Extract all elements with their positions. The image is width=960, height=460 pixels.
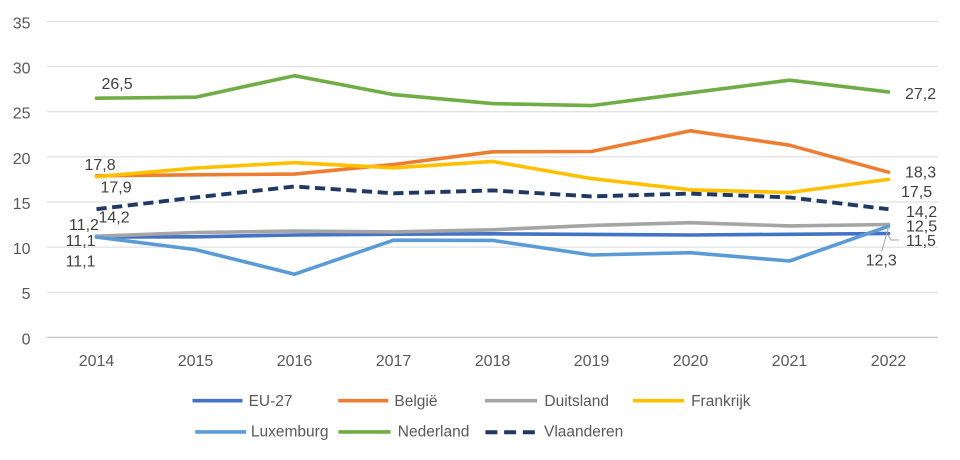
svg-text:25: 25 xyxy=(13,106,31,123)
svg-text:11,5: 11,5 xyxy=(906,233,936,250)
svg-text:11,1: 11,1 xyxy=(66,253,96,270)
svg-text:14,2: 14,2 xyxy=(99,210,130,227)
svg-text:12,3: 12,3 xyxy=(866,252,897,269)
svg-text:11,2: 11,2 xyxy=(69,217,99,234)
svg-text:2016: 2016 xyxy=(277,353,313,370)
svg-text:2017: 2017 xyxy=(376,353,412,370)
svg-text:20: 20 xyxy=(13,151,31,168)
svg-text:17,5: 17,5 xyxy=(901,184,932,201)
svg-text:14,2: 14,2 xyxy=(906,204,937,221)
svg-text:11,1: 11,1 xyxy=(66,233,96,250)
svg-text:2021: 2021 xyxy=(772,353,808,370)
svg-text:2022: 2022 xyxy=(871,353,907,370)
svg-text:Nederland: Nederland xyxy=(398,423,470,440)
svg-text:2014: 2014 xyxy=(79,353,115,370)
svg-text:27,2: 27,2 xyxy=(905,86,936,103)
svg-text:12,5: 12,5 xyxy=(906,218,937,235)
svg-text:10: 10 xyxy=(13,241,31,258)
svg-text:15: 15 xyxy=(13,196,31,213)
svg-text:2018: 2018 xyxy=(475,353,511,370)
svg-text:0: 0 xyxy=(22,331,31,348)
svg-text:17,9: 17,9 xyxy=(101,179,132,196)
svg-text:2020: 2020 xyxy=(673,353,709,370)
svg-text:30: 30 xyxy=(13,61,31,78)
svg-text:België: België xyxy=(394,393,437,410)
svg-text:26,5: 26,5 xyxy=(102,76,133,93)
svg-text:Frankrijk: Frankrijk xyxy=(691,393,751,410)
svg-text:EU-27: EU-27 xyxy=(249,393,293,410)
svg-text:17,8: 17,8 xyxy=(85,157,116,174)
svg-text:Duitsland: Duitsland xyxy=(544,393,609,410)
svg-text:Luxemburg: Luxemburg xyxy=(251,423,329,440)
svg-text:35: 35 xyxy=(13,15,31,32)
svg-text:2015: 2015 xyxy=(178,353,214,370)
svg-text:Vlaanderen: Vlaanderen xyxy=(544,423,623,440)
svg-text:2019: 2019 xyxy=(574,353,610,370)
svg-text:5: 5 xyxy=(22,286,31,303)
svg-text:18,3: 18,3 xyxy=(905,165,936,182)
